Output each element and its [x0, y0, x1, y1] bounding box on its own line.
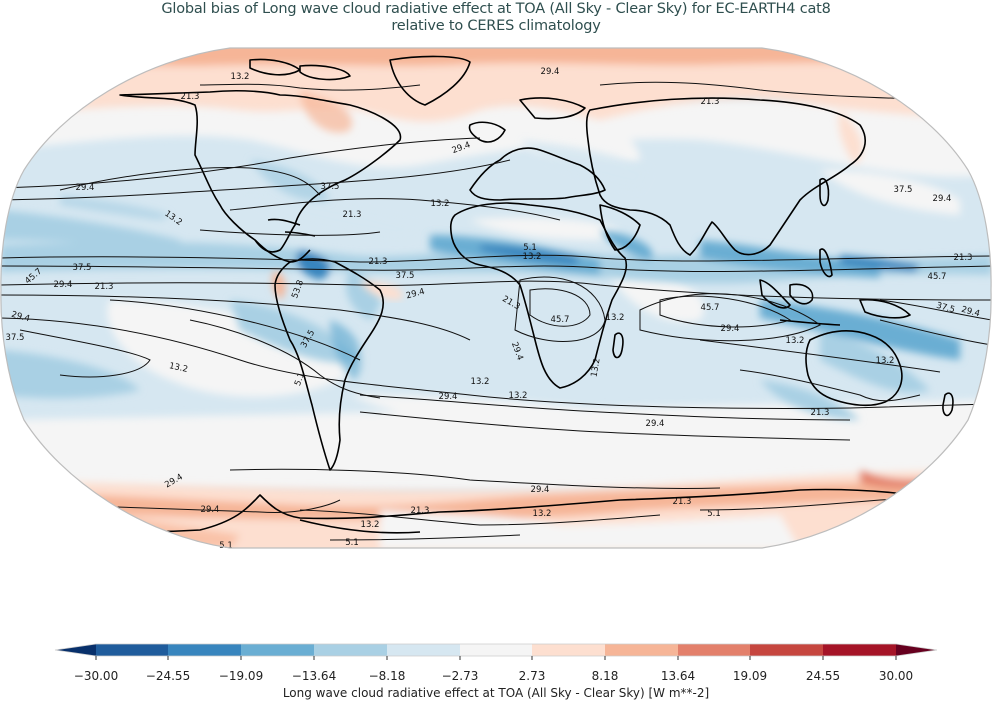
contour-label: 29.4	[201, 505, 220, 515]
contour-label: 29.4	[76, 183, 95, 193]
contour-label: 37.5	[935, 301, 956, 316]
contour-label: 37.5	[73, 263, 92, 273]
contour-label: 37.5	[321, 182, 340, 192]
contour-label: 29.4	[439, 392, 458, 402]
contour-label: 37.5	[6, 333, 25, 343]
contour-label: 21.3	[181, 92, 200, 102]
chart-title: Global bias of Long wave cloud radiative…	[0, 1, 992, 35]
contour-label: 13.2	[471, 377, 490, 387]
contour-label: 29.4	[531, 485, 550, 495]
contour-label: 29.4	[960, 305, 981, 320]
contour-label: 5.1	[293, 371, 307, 387]
contour-label: 45.7	[928, 272, 947, 282]
filled-contours	[0, 48, 992, 548]
contour-label: 5.1	[345, 538, 359, 548]
contour-label: 13.2	[509, 391, 528, 401]
contour-label: 29.4	[933, 194, 952, 204]
chart-title-line1: Global bias of Long wave cloud radiative…	[161, 1, 831, 17]
contour-label: 21.3	[95, 282, 114, 292]
contour-label: 13.2	[431, 199, 450, 209]
contour-label: 29.4	[405, 287, 426, 302]
contour-label: 13.2	[876, 356, 895, 366]
contour-label: 21.3	[411, 506, 430, 516]
contour-label: 21.3	[701, 97, 720, 107]
contour-label: 13.2	[231, 72, 250, 82]
contour-label: 5.1	[523, 243, 537, 253]
contour-label: 29.4	[721, 324, 740, 334]
contour-label: 29.4	[541, 67, 560, 77]
chart-title-line2: relative to CERES climatology	[391, 18, 601, 34]
contour-label: 13.2	[606, 313, 625, 323]
contour-label: 29.4	[646, 419, 665, 429]
contour-label: 21.3	[343, 210, 362, 220]
contour-label: 13.2	[589, 357, 602, 377]
map-boundary	[0, 47, 992, 549]
contour-label: 13.2	[168, 361, 189, 375]
contour-label: 13.2	[533, 509, 552, 519]
contour-label: 37.5	[396, 271, 415, 281]
contour-lines	[0, 81, 992, 541]
contour-label: 21.3	[673, 497, 692, 507]
contour-label: 21.3	[811, 408, 830, 418]
coastlines	[0, 55, 992, 534]
contour-label: 45.7	[551, 315, 570, 325]
colorbar	[54, 643, 938, 660]
contour-label: 21.3	[369, 257, 388, 267]
contour-label: 13.2	[523, 252, 542, 262]
contour-label: 29.4	[10, 310, 31, 325]
colorbar-extend-max	[896, 644, 937, 656]
contour-label: 13.2	[786, 336, 805, 346]
contour-label: 5.1	[219, 541, 233, 551]
contour-label: 37.5	[894, 185, 913, 195]
contour-label: 5.1	[707, 509, 721, 519]
contour-label: 45.7	[701, 303, 720, 313]
contour-label: 21.3	[954, 253, 973, 263]
colorbar-extend-min	[55, 644, 96, 656]
contour-label: 13.2	[361, 520, 380, 530]
contour-label: 29.4	[54, 280, 73, 290]
